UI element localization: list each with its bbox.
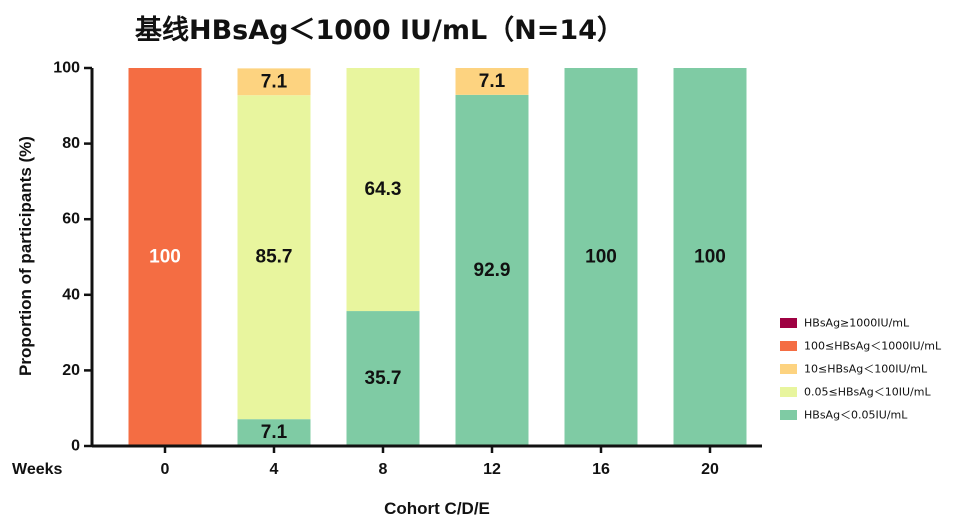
y-tick-label-60: 60	[62, 211, 80, 228]
x-tick-label-12: 12	[483, 461, 501, 478]
legend-swatch-3	[780, 387, 797, 397]
x-tick-label-16: 16	[592, 461, 610, 478]
y-tick-label-40: 40	[62, 286, 80, 303]
x-axis-title: Cohort C/D/E	[384, 499, 490, 518]
bars-group	[128, 68, 747, 446]
x-tick-label-20: 20	[701, 461, 719, 478]
bar-segment-12-s2	[455, 68, 529, 95]
bar-segment-4-s1	[237, 95, 311, 420]
legend: HBsAg≥1000IU/mL 100≤HBsAg＜1000IU/mL 10≤HBs…	[780, 317, 942, 422]
legend-swatch-4	[780, 410, 797, 420]
data-label-4-s1: 85.7	[256, 247, 293, 268]
bar-segment-4-s0	[237, 419, 311, 446]
data-label-4-s2: 7.1	[261, 71, 288, 92]
bar-segment-16-s0	[564, 68, 638, 446]
chart-title: 基线HBsAg＜1000 IU/mL（N=14）	[135, 15, 624, 46]
data-label-12-s0: 92.9	[474, 260, 511, 281]
bar-segment-4-s2	[237, 68, 311, 96]
y-tick-label-0: 0	[71, 438, 80, 455]
legend-label-4: HBsAg＜0.05IU/mL	[804, 409, 908, 422]
data-label-12-s2: 7.1	[479, 71, 506, 92]
legend-swatch-2	[780, 364, 797, 374]
y-axis-title: Proportion of participants (%)	[16, 136, 35, 376]
y-tick-label-100: 100	[53, 60, 80, 77]
legend-label-3: 0.05≤HBsAg＜10IU/mL	[804, 386, 931, 399]
axes-group	[90, 68, 762, 448]
bar-segment-8-s1	[346, 68, 420, 312]
x-weeks-label: Weeks	[12, 461, 63, 478]
x-tick-label-0: 0	[161, 461, 170, 478]
data-labels-group: 100 7.1 85.7 7.1 35.7 64.3 92.9 7.1 100 100	[149, 71, 726, 443]
bar-segment-8-s0	[346, 311, 420, 446]
data-label-16-s0: 100	[585, 247, 617, 268]
legend-swatch-1	[780, 341, 797, 351]
bar-segment-0-s3	[128, 68, 202, 446]
bar-segment-20-s0	[673, 68, 747, 446]
bar-segment-12-s0	[455, 94, 529, 446]
legend-swatch-0	[780, 318, 797, 328]
y-tick-label-80: 80	[62, 135, 80, 152]
y-ticks-group: 0 20 40 60 80 100	[53, 60, 92, 455]
x-tick-label-4: 4	[270, 461, 279, 478]
x-tick-label-8: 8	[379, 461, 388, 478]
data-label-20-s0: 100	[694, 247, 726, 268]
data-label-0-s3: 100	[149, 247, 181, 268]
legend-label-0: HBsAg≥1000IU/mL	[804, 317, 910, 330]
data-label-8-s1: 64.3	[365, 179, 402, 200]
legend-label-1: 100≤HBsAg＜1000IU/mL	[804, 340, 942, 353]
x-ticks-group: 0 4 8 12 16 20	[161, 446, 719, 478]
legend-label-2: 10≤HBsAg＜100IU/mL	[804, 363, 928, 376]
data-label-4-s0: 7.1	[261, 422, 288, 443]
data-label-8-s0: 35.7	[365, 368, 402, 389]
y-tick-label-20: 20	[62, 362, 80, 379]
